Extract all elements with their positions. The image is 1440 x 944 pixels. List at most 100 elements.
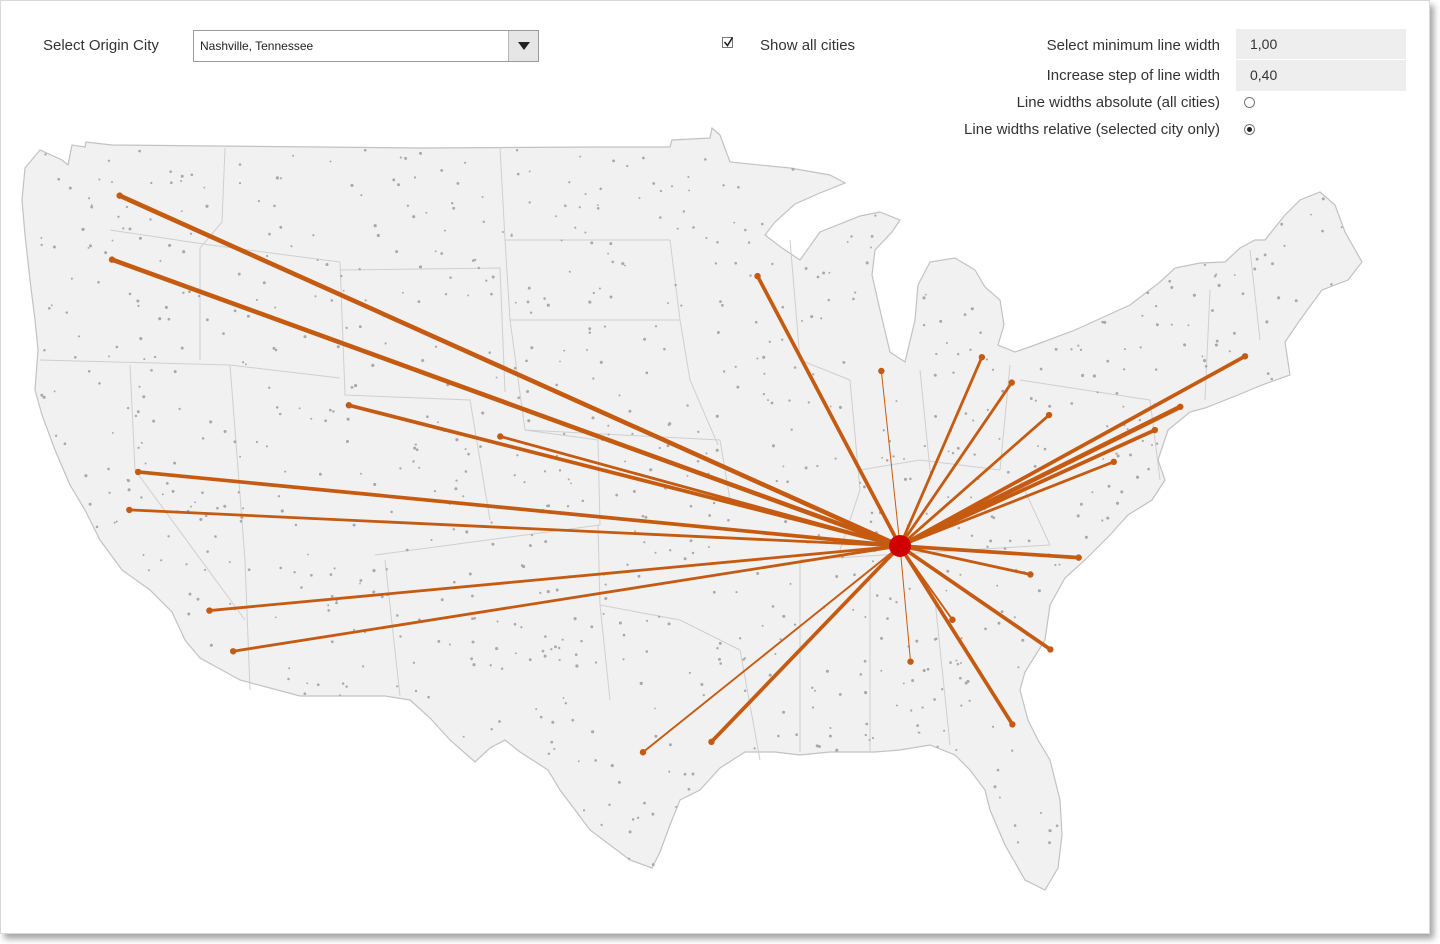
city-dot [996, 584, 999, 587]
city-dot [373, 482, 377, 486]
city-dot [550, 648, 553, 651]
city-dot [716, 241, 719, 244]
destination-city-marker[interactable] [907, 658, 914, 665]
city-dot [643, 801, 646, 805]
city-dot [737, 185, 740, 189]
destination-city-marker[interactable] [116, 192, 123, 199]
line-width-step-input[interactable]: 0,40 [1236, 60, 1406, 91]
min-line-width-input[interactable]: 1,00 [1236, 29, 1406, 59]
city-dot [869, 520, 873, 523]
city-dot [628, 830, 632, 834]
city-dot [645, 619, 649, 622]
city-dot [229, 602, 232, 605]
city-dot [926, 667, 930, 671]
city-dot [522, 564, 526, 569]
destination-city-marker[interactable] [878, 367, 885, 375]
destination-city-marker[interactable] [206, 607, 213, 614]
city-dot [895, 400, 898, 403]
destination-city-marker[interactable] [1009, 721, 1016, 728]
destination-city-marker[interactable] [497, 433, 504, 440]
city-dot [204, 514, 208, 518]
city-dot [147, 569, 150, 572]
city-dot [854, 291, 857, 294]
city-dot [1155, 442, 1159, 445]
city-dot [419, 151, 422, 155]
destination-city-marker[interactable] [1047, 646, 1054, 653]
city-dot [645, 371, 649, 375]
destination-city-marker[interactable] [1045, 411, 1053, 419]
destination-city-marker[interactable] [949, 616, 956, 623]
city-dot [970, 534, 974, 538]
city-dot [47, 306, 51, 310]
city-dot [782, 465, 785, 468]
city-dot [853, 573, 856, 577]
city-dot [138, 385, 141, 388]
city-dot [287, 677, 290, 681]
origin-city-marker[interactable] [889, 535, 911, 557]
city-dot [266, 254, 269, 258]
city-dot [991, 368, 995, 371]
destination-city-marker[interactable] [1177, 403, 1184, 410]
destination-city-marker[interactable] [1110, 458, 1117, 466]
city-dot [827, 298, 831, 302]
destination-city-marker[interactable] [134, 468, 142, 476]
city-dot [1270, 377, 1274, 381]
dropdown-arrow-button[interactable] [508, 31, 538, 61]
city-dot [738, 637, 742, 640]
city-dot [870, 234, 874, 238]
city-dot [925, 512, 928, 515]
city-dot [754, 320, 758, 324]
city-dot [1013, 824, 1017, 827]
city-dot [257, 199, 261, 203]
city-dot [970, 307, 974, 311]
city-dot [440, 168, 444, 172]
destination-city-marker[interactable] [639, 749, 647, 756]
destination-city-marker[interactable] [345, 402, 353, 409]
city-dot [829, 726, 832, 730]
city-dot [852, 297, 855, 301]
destination-city-marker[interactable] [1027, 571, 1034, 578]
city-dot [139, 337, 143, 341]
city-dot [996, 768, 1000, 772]
city-dot [113, 521, 116, 524]
city-dot [1043, 447, 1047, 451]
city-dot [959, 573, 962, 576]
city-dot [761, 222, 764, 226]
destination-city-marker[interactable] [708, 738, 715, 746]
city-dot [164, 305, 168, 309]
city-dot [846, 240, 849, 243]
city-dot [57, 177, 61, 181]
destination-city-marker[interactable] [108, 256, 116, 263]
city-dot [1255, 257, 1259, 261]
city-dot [791, 167, 795, 171]
city-dot [203, 568, 207, 572]
show-all-cities-checkbox[interactable] [722, 37, 734, 48]
city-dot [417, 300, 421, 304]
chevron-down-icon [518, 42, 530, 50]
city-dot [1217, 283, 1221, 288]
city-dot [1233, 274, 1236, 276]
city-dot [1294, 299, 1298, 303]
origin-city-dropdown[interactable]: Nashville, Tennessee [193, 30, 539, 62]
relative-widths-radio[interactable] [1244, 124, 1255, 135]
destination-city-marker[interactable] [1151, 426, 1159, 434]
destination-city-marker[interactable] [1241, 353, 1249, 360]
city-dot [481, 196, 484, 198]
city-dot [233, 309, 237, 313]
destination-city-marker[interactable] [1075, 554, 1082, 561]
destination-city-marker[interactable] [1008, 379, 1015, 386]
destination-city-marker[interactable] [978, 353, 986, 361]
city-dot [631, 432, 634, 436]
destination-city-marker[interactable] [754, 272, 761, 280]
destination-city-marker[interactable] [229, 648, 237, 655]
city-dot [228, 561, 231, 563]
city-dot [371, 363, 375, 367]
absolute-widths-radio[interactable] [1244, 97, 1255, 108]
city-dot [756, 357, 759, 360]
city-dot [87, 370, 91, 373]
city-dot [543, 297, 546, 300]
destination-city-marker[interactable] [126, 506, 133, 514]
city-dot [332, 410, 335, 413]
city-dot [406, 204, 410, 207]
